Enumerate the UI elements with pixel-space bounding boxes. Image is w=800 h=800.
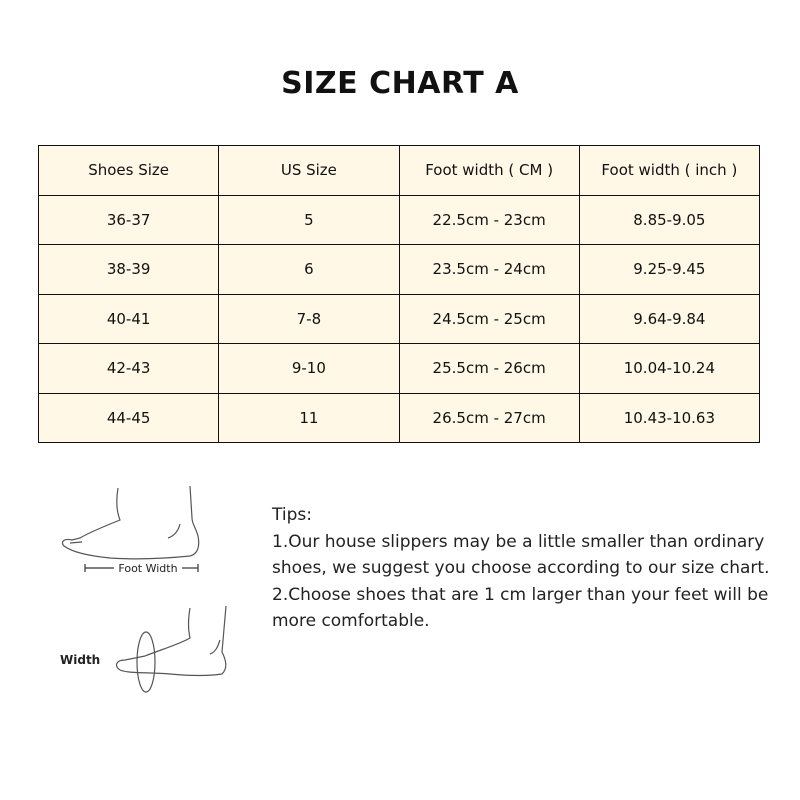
page-title: SIZE CHART A [281, 66, 519, 101]
table-cell: 24.5cm - 25cm [398, 293, 580, 344]
table-row: 40-41 7-8 24.5cm - 25cm 9.64-9.84 [37, 293, 761, 344]
table-cell: 8.85-9.05 [578, 194, 761, 245]
table-cell: 9.64-9.84 [578, 293, 761, 344]
table-cell: 26.5cm - 27cm [398, 392, 580, 443]
table-row: 38-39 6 23.5cm - 24cm 9.25-9.45 [37, 244, 761, 295]
table-cell: 38-39 [37, 244, 220, 295]
tip-item: 2.Choose shoes that are 1 cm larger than… [272, 584, 769, 632]
table-cell: 11 [218, 392, 400, 443]
header-cell: Shoes Size [37, 145, 220, 196]
table-cell: 40-41 [37, 293, 220, 344]
tips-heading: Tips: [272, 505, 312, 525]
foot-measurement-illustration: Foot Width Width [60, 485, 227, 693]
header-cell: Foot width ( inch ) [578, 145, 761, 196]
measurement-line [84, 564, 199, 572]
table-cell: 44-45 [37, 392, 220, 443]
table-cell: 42-43 [37, 343, 220, 394]
width-label: Width [60, 653, 100, 667]
tips-section: Tips: 1.Our house slippers may be a litt… [272, 502, 772, 635]
foot-width-label: Foot Width [118, 562, 177, 575]
table-cell: 10.43-10.63 [578, 392, 761, 443]
table-cell: 5 [218, 194, 400, 245]
table-cell: 6 [218, 244, 400, 295]
table-cell: 36-37 [37, 194, 220, 245]
table-cell: 7-8 [218, 293, 400, 344]
foot-front-icon [115, 605, 227, 693]
table-cell: 22.5cm - 23cm [398, 194, 580, 245]
table-cell: 23.5cm - 24cm [398, 244, 580, 295]
table-row: 36-37 5 22.5cm - 23cm 8.85-9.05 [37, 194, 761, 245]
header-cell: US Size [218, 145, 400, 196]
table-header-row: Shoes Size US Size Foot width ( CM ) Foo… [37, 145, 761, 196]
foot-side-icon [61, 485, 200, 560]
table-row: 42-43 9-10 25.5cm - 26cm 10.04-10.24 [37, 343, 761, 394]
table-cell: 9.25-9.45 [578, 244, 761, 295]
table-cell: 9-10 [218, 343, 400, 394]
size-table: Shoes Size US Size Foot width ( CM ) Foo… [37, 145, 761, 443]
header-cell: Foot width ( CM ) [398, 145, 580, 196]
table-row: 44-45 11 26.5cm - 27cm 10.43-10.63 [37, 392, 761, 443]
table-cell: 10.04-10.24 [578, 343, 761, 394]
table-cell: 25.5cm - 26cm [398, 343, 580, 394]
tip-item: 1.Our house slippers may be a little sma… [272, 531, 770, 579]
